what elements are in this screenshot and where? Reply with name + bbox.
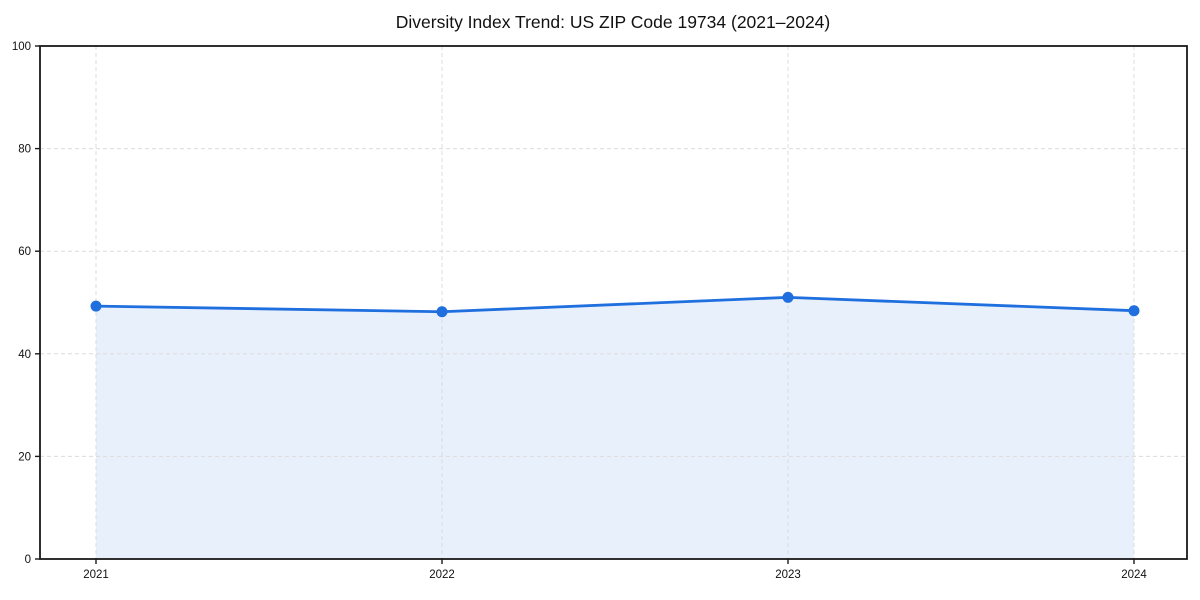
y-tick-label-80: 80 (18, 144, 31, 156)
y-tick-label-100: 100 (12, 41, 31, 53)
tick-marks-layer (35, 45, 1135, 564)
data-point-2024 (1128, 305, 1140, 317)
x-tick-label-2021: 2021 (83, 569, 109, 581)
data-point-2022 (436, 306, 448, 318)
trend-line-layer (94, 295, 1136, 314)
data-points-layer (90, 291, 1140, 318)
x-tick-label-2022: 2022 (429, 569, 455, 581)
axes-spines-layer (39, 45, 1188, 560)
x-tick-label-2024: 2024 (1121, 569, 1147, 581)
y-tick-label-60: 60 (18, 246, 31, 258)
data-point-2021 (90, 300, 102, 312)
area-fill-layer (96, 297, 1134, 559)
x-axis-tick-labels: 2021 2022 2023 2024 (83, 569, 1147, 581)
area-fill (96, 297, 1134, 559)
y-axis-tick-labels: 0 20 40 60 80 100 (12, 41, 31, 566)
y-tick-label-20: 20 (18, 451, 31, 463)
data-point-2023 (782, 291, 794, 303)
plot-border (39, 45, 1188, 560)
trend-line (94, 295, 1136, 314)
y-tick-label-40: 40 (18, 349, 31, 361)
y-tick-label-0: 0 (25, 554, 31, 566)
chart-title: Diversity Index Trend: US ZIP Code 19734… (396, 12, 831, 32)
x-tick-label-2023: 2023 (775, 569, 801, 581)
